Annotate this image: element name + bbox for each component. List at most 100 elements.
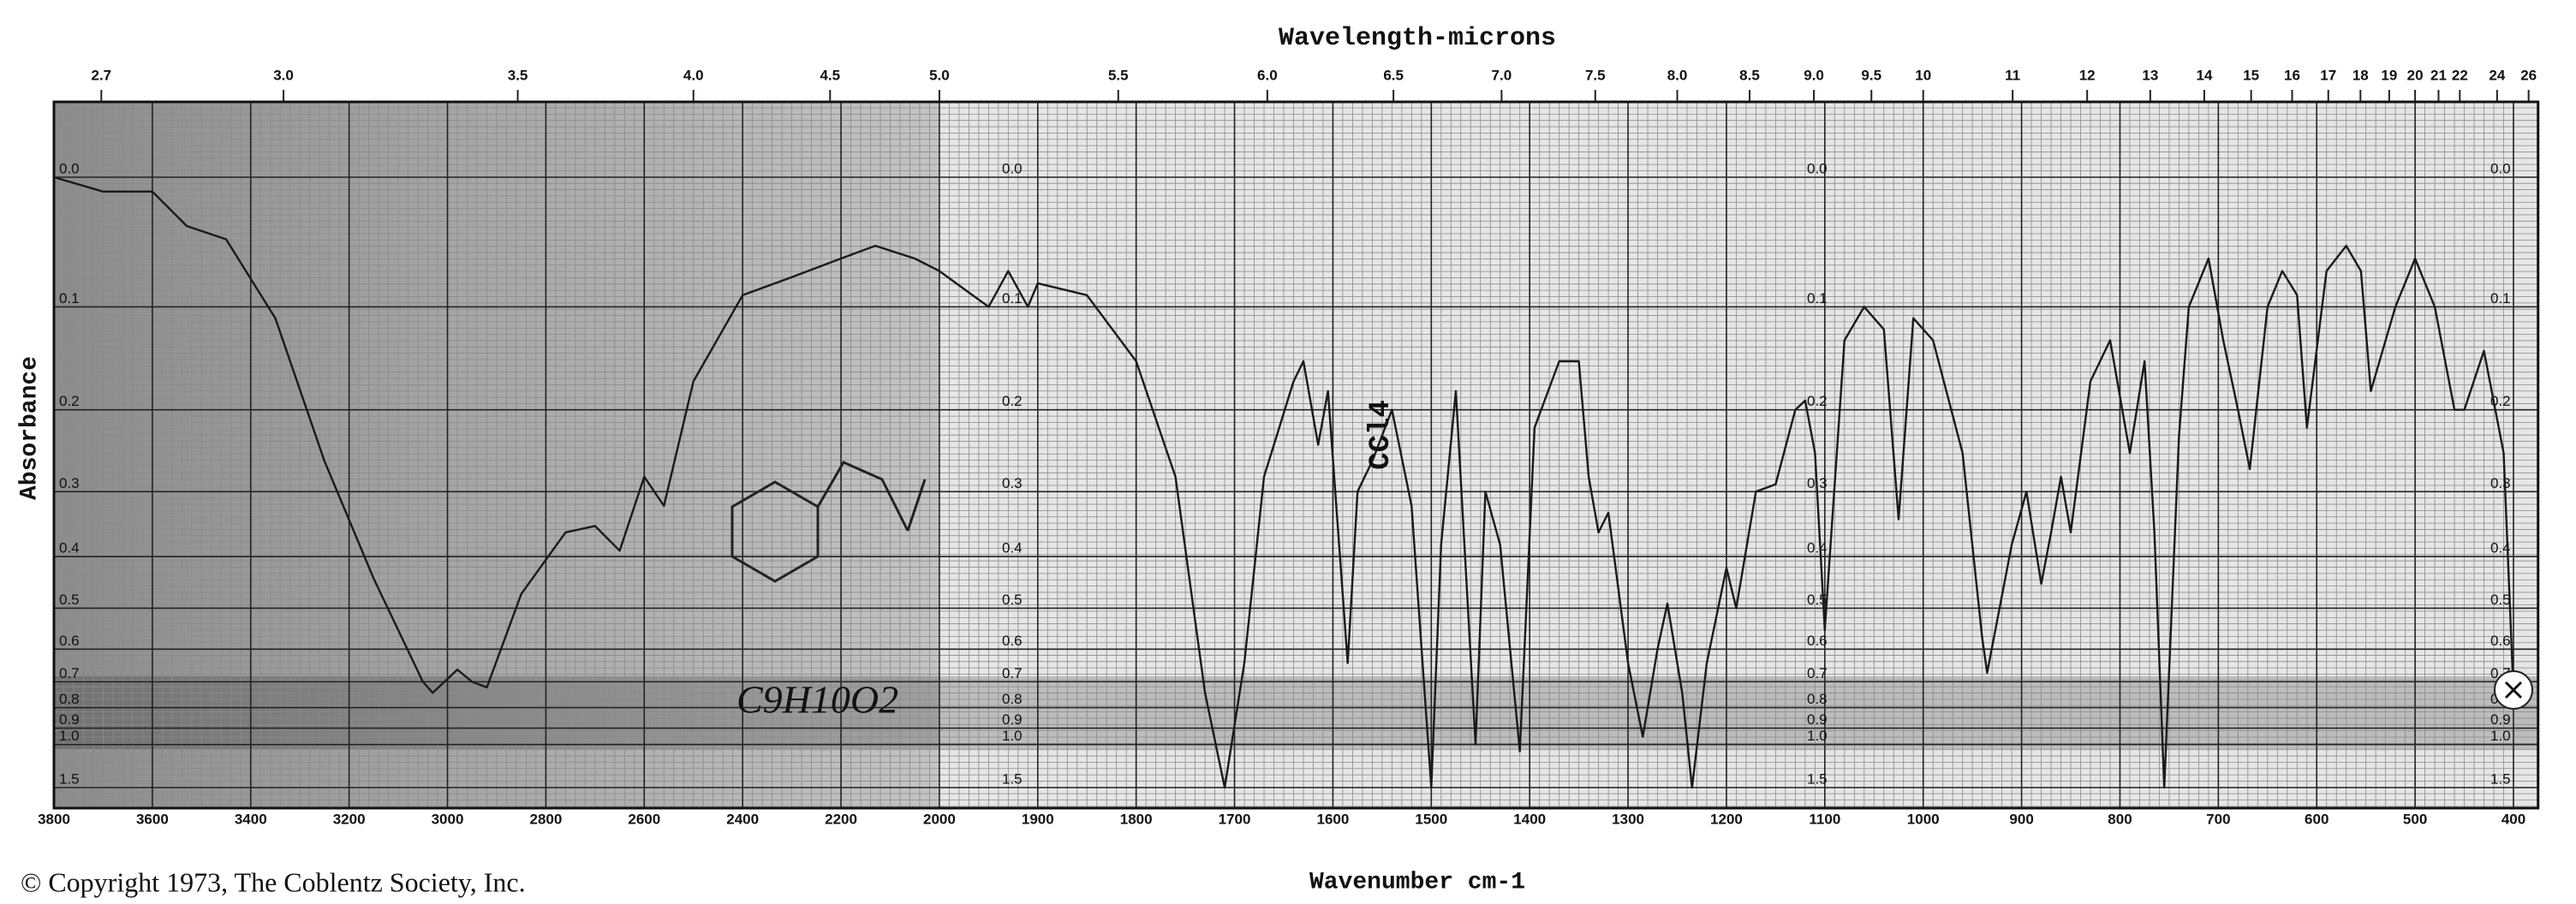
x-tick-label: 1100 — [1809, 811, 1840, 827]
x-tick-label: 500 — [2403, 811, 2427, 827]
grid: 3800 3600 3400 3200 3000 2800 2600 2400 2200 2000… — [38, 67, 2540, 827]
x2-tick-label: 8.0 — [1667, 67, 1688, 83]
y-tick-label: 1.5 — [2490, 770, 2511, 787]
y-tick-label: 0.0 — [1807, 160, 1828, 176]
x2-tick-label: 26 — [2520, 67, 2537, 83]
x2-tick-label: 11 — [2005, 67, 2020, 83]
y-tick-label: 0.5 — [2490, 592, 2511, 608]
x-tick-label: 900 — [2009, 811, 2033, 827]
y-tick-label: 0.2 — [1807, 393, 1828, 409]
x-tick-label: 800 — [2108, 811, 2132, 827]
y-tick-label: 0.0 — [2490, 160, 2511, 176]
y-tick-label: 1.0 — [1807, 728, 1828, 744]
x2-tick-label: 5.5 — [1108, 67, 1129, 83]
y-axis-title: Absorbance — [16, 356, 43, 500]
x-tick-label: 1000 — [1907, 811, 1940, 827]
y-tick-label: 0.3 — [1002, 475, 1023, 491]
x2-tick-label: 17 — [2320, 67, 2336, 83]
side-chain — [816, 461, 909, 532]
marks — [53, 175, 2515, 789]
closure-marker — [2494, 670, 2533, 710]
x2-tick-label: 4.5 — [820, 67, 840, 83]
y-tick-label: 0.3 — [2490, 475, 2511, 491]
structure-sketch — [730, 461, 927, 583]
x2-tick-label: 9.5 — [1861, 67, 1881, 83]
x-tick-label: 3400 — [235, 811, 267, 827]
y-tick-label: 1.0 — [59, 728, 80, 744]
y-tick-label: 0.0 — [59, 160, 80, 176]
y-tick-label: 0.7 — [59, 665, 80, 681]
y-tick-label: 0.1 — [2490, 290, 2511, 306]
x-tick-label: 3600 — [136, 811, 169, 827]
x2-tick-label: 21 — [2430, 67, 2447, 83]
x2-tick-label: 20 — [2407, 67, 2424, 83]
y-tick-label: 0.7 — [1002, 665, 1023, 681]
x2-tick-label: 7.5 — [1585, 67, 1606, 83]
y-tick-label: 1.5 — [59, 770, 80, 787]
right-shade — [939, 102, 2538, 808]
y-tick-label: 0.8 — [1002, 691, 1023, 707]
x-tick-label: 700 — [2206, 811, 2230, 827]
x-axis-title: Wavenumber cm-1 — [1309, 869, 1525, 895]
x-tick-label: 2800 — [529, 811, 562, 827]
x-tick-label: 2000 — [923, 811, 956, 827]
plot-frame — [52, 100, 2540, 810]
y-tick-label: 0.1 — [1002, 290, 1023, 306]
y-tick-label: 0.2 — [59, 393, 80, 409]
x2-tick-label: 24 — [2489, 67, 2505, 83]
top-axis-title: Wavelength-microns — [1279, 24, 1556, 53]
x-tick-label: 1200 — [1710, 811, 1743, 827]
x2-tick-label: 10 — [1915, 67, 1931, 83]
x2-tick-label: 3.5 — [508, 67, 528, 83]
x2-tick-label: 8.5 — [1739, 67, 1760, 83]
y-tick-label: 0.8 — [59, 691, 80, 707]
x-tick-label: 1400 — [1513, 811, 1546, 827]
x2-tick-label: 15 — [2243, 67, 2259, 83]
labels: Wavelength-microns Wavenumber cm-1 Absor… — [16, 24, 1556, 897]
x2-tick-label: 5.0 — [929, 67, 950, 83]
x-tick-label: 3000 — [432, 811, 464, 827]
y-tick-label: 0.1 — [1807, 290, 1828, 306]
y-tick-label: 0.7 — [1807, 665, 1828, 681]
x-tick-label: 1800 — [1120, 811, 1153, 827]
y-tick-label: 0.6 — [59, 633, 80, 649]
y-tick-label: 0.9 — [59, 711, 80, 728]
x-tick-label: 3800 — [38, 811, 70, 827]
x2-tick-label: 6.5 — [1383, 67, 1404, 83]
y-tick-label: 0.9 — [2490, 711, 2511, 728]
x2-tick-label: 3.0 — [273, 67, 294, 83]
formula-note: C9H10O2 — [736, 678, 898, 722]
y-tick-label: 0.6 — [1002, 633, 1023, 649]
x2-tick-label: 6.0 — [1257, 67, 1278, 83]
y-tick-label: 0.5 — [59, 592, 80, 608]
y-tick-label: 0.2 — [1002, 393, 1023, 409]
y-tick-label: 0.1 — [59, 290, 80, 306]
y-tick-label: 0.4 — [2490, 540, 2511, 556]
x2-tick-label: 14 — [2196, 67, 2212, 83]
x2-tick-label: 4.0 — [683, 67, 704, 83]
x2-tick-label: 12 — [2079, 67, 2096, 83]
solvent-note: CCl4 — [1365, 400, 1398, 470]
y-tick-label: 1.0 — [2490, 728, 2511, 744]
y-tick-label: 1.5 — [1807, 770, 1828, 787]
y-tick-label: 0.4 — [1807, 540, 1828, 556]
y-tick-label: 1.5 — [1002, 770, 1023, 787]
marker-cross — [2504, 681, 2523, 699]
x-tick-label: 1300 — [1612, 811, 1644, 827]
plot-background — [54, 102, 2538, 808]
y-tick-label: 0.4 — [59, 540, 80, 556]
x-tick-label: 1700 — [1219, 811, 1251, 827]
y-tick-label: 0.8 — [1807, 691, 1828, 707]
x-tick-label: 2600 — [628, 811, 660, 827]
x-tick-label: 1900 — [1022, 811, 1054, 827]
x-tick-label: 2400 — [726, 811, 759, 827]
y-tick-label: 0.4 — [1002, 540, 1023, 556]
y-tick-label: 0.5 — [1002, 592, 1023, 608]
x2-tick-label: 22 — [2452, 67, 2468, 83]
y-tick-label: 1.0 — [1002, 728, 1023, 744]
x2-tick-label: 16 — [2284, 67, 2300, 83]
x-tick-label: 400 — [2501, 811, 2525, 827]
x2-tick-label: 2.7 — [91, 67, 111, 83]
x2-tick-label: 7.0 — [1492, 67, 1512, 83]
